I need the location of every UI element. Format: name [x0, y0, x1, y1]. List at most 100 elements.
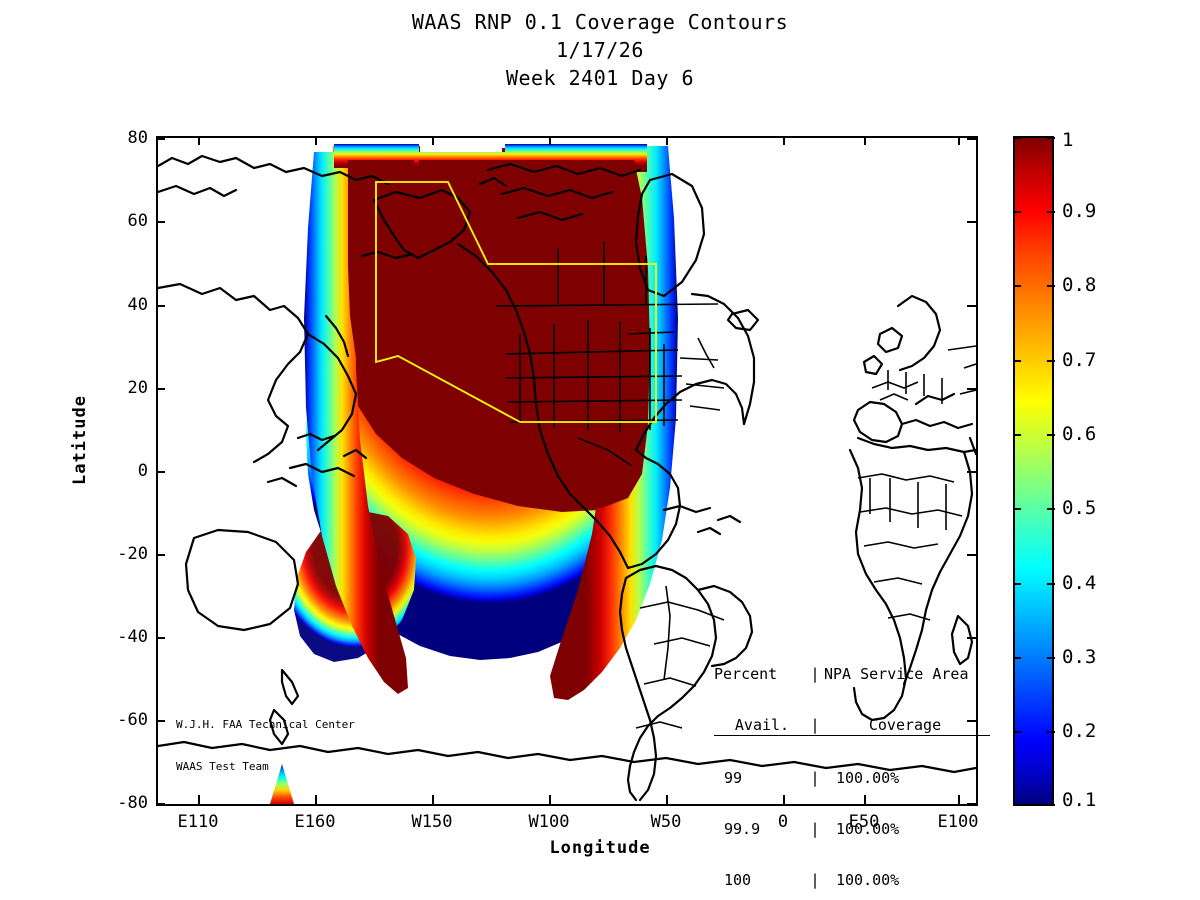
xtick-mark-7 — [958, 795, 960, 804]
cblabel-0: 1 — [1062, 129, 1074, 151]
cell-coverage-1: 100.00% — [836, 820, 900, 838]
xtick-label-1: E160 — [294, 812, 336, 832]
row-separator-0: | — [810, 769, 820, 787]
xtick-label-0: E110 — [177, 812, 219, 832]
xtick-mark-1 — [315, 795, 317, 804]
cblabel-5: 0.5 — [1062, 497, 1097, 519]
cell-percent-0: 99 — [724, 769, 743, 787]
cblabel-9: 0.1 — [1062, 789, 1097, 811]
header-coverage: Coverage — [868, 716, 942, 734]
cbtick-r-7 — [1047, 657, 1055, 659]
ytick-label-3: 20 — [127, 378, 148, 398]
ytick-label-5: -20 — [117, 544, 148, 564]
ytick-label-6: -40 — [117, 627, 148, 647]
cblabel-2: 0.8 — [1062, 274, 1097, 296]
cbtick-r-0 — [1047, 137, 1055, 139]
coverage-edge-west — [304, 152, 408, 694]
cbtick-r-3 — [1047, 360, 1055, 362]
xtick-mark-top-4 — [666, 136, 668, 145]
coverage-contour-region — [270, 144, 678, 804]
ytick-mark-7 — [156, 720, 165, 722]
xtick-mark-6 — [864, 795, 866, 804]
credit-block: W.J.H. FAA Technical Center WAAS Test Te… — [176, 690, 355, 802]
ytick-label-2: 40 — [127, 295, 148, 315]
political-borders-layer — [495, 242, 976, 729]
cblabel-4: 0.6 — [1062, 423, 1097, 445]
cell-coverage-2: 100.00% — [836, 871, 900, 889]
cblabel-3: 0.7 — [1062, 349, 1097, 371]
title-line-1: WAAS RNP 0.1 Coverage Contours — [411, 10, 789, 34]
ytick-label-8: -80 — [117, 793, 148, 813]
ytick-mark-1 — [156, 221, 165, 223]
xtick-mark-0 — [198, 795, 200, 804]
cbtick-3 — [1013, 360, 1021, 362]
cbtick-2 — [1013, 285, 1021, 287]
ytick-mark-r-3 — [967, 388, 976, 390]
xtick-mark-top-6 — [864, 136, 866, 145]
npa-coverage-table: Percent | NPA Service Area Avail. | Cove… — [714, 632, 990, 900]
table-row: 99 | 100.00% — [714, 770, 990, 787]
ytick-label-7: -60 — [117, 710, 148, 730]
cbtick-r-5 — [1047, 508, 1055, 510]
xtick-mark-top-1 — [315, 136, 317, 145]
ytick-mark-4 — [156, 471, 165, 473]
ytick-mark-5 — [156, 554, 165, 556]
xtick-mark-top-7 — [958, 136, 960, 145]
cblabel-6: 0.4 — [1062, 572, 1097, 594]
cblabel-7: 0.3 — [1062, 646, 1097, 668]
table-row: 100 | 100.00% — [714, 872, 990, 889]
xtick-mark-3 — [549, 795, 551, 804]
cell-coverage-0: 100.00% — [836, 769, 900, 787]
cbtick-r-6 — [1047, 583, 1055, 585]
cbtick-5 — [1013, 508, 1021, 510]
cbtick-9 — [1013, 804, 1021, 806]
ytick-mark-2 — [156, 305, 165, 307]
table-header-row-1: Percent | NPA Service Area — [714, 666, 990, 683]
cell-percent-1: 99.9 — [724, 820, 761, 838]
header-avail: Avail. — [734, 716, 790, 734]
xtick-label-7: E100 — [937, 812, 979, 832]
ytick-mark-3 — [156, 388, 165, 390]
row-separator-2: | — [810, 871, 820, 889]
ytick-mark-r-1 — [967, 221, 976, 223]
xtick-mark-top-3 — [549, 136, 551, 145]
xtick-label-6: E50 — [848, 812, 880, 832]
world-map-svg — [158, 144, 976, 804]
header-percent: Percent — [714, 665, 778, 683]
cbtick-8 — [1013, 731, 1021, 733]
ytick-mark-8 — [156, 803, 165, 805]
cbtick-r-4 — [1047, 434, 1055, 436]
ytick-mark-r-2 — [967, 305, 976, 307]
xtick-label-2: W150 — [411, 812, 453, 832]
row-separator-1: | — [810, 820, 820, 838]
table-row: 99.9 | 100.00% — [714, 821, 990, 838]
cbtick-1 — [1013, 211, 1021, 213]
cblabel-1: 0.9 — [1062, 200, 1097, 222]
y-axis-label: Latitude — [70, 395, 90, 485]
cbtick-r-8 — [1047, 731, 1055, 733]
ytick-mark-6 — [156, 637, 165, 639]
xtick-mark-top-0 — [198, 136, 200, 145]
xtick-mark-5 — [783, 795, 785, 804]
ytick-mark-r-0 — [967, 138, 976, 140]
cell-percent-2: 100 — [724, 871, 752, 889]
ytick-mark-r-5 — [967, 554, 976, 556]
xtick-label-5: 0 — [777, 812, 789, 832]
cbtick-4 — [1013, 434, 1021, 436]
title-line-2: 1/17/26 — [556, 38, 644, 62]
xtick-mark-top-5 — [783, 136, 785, 145]
chart-title-block: WAAS RNP 0.1 Coverage Contours 1/17/26 W… — [0, 8, 1200, 92]
credit-line-1: W.J.H. FAA Technical Center — [176, 718, 355, 731]
ytick-label-1: 60 — [127, 211, 148, 231]
cbtick-6 — [1013, 583, 1021, 585]
cbtick-0 — [1013, 137, 1021, 139]
ytick-mark-r-6 — [967, 637, 976, 639]
coastlines-layer — [158, 154, 976, 802]
ytick-label-4: 0 — [137, 461, 148, 481]
header-separator-1: | — [810, 665, 820, 683]
cbtick-r-9 — [1047, 804, 1055, 806]
npa-service-area-boundary — [375, 181, 657, 423]
header-separator-2: | — [810, 716, 820, 734]
ytick-mark-0 — [156, 138, 165, 140]
xtick-label-3: W100 — [528, 812, 570, 832]
